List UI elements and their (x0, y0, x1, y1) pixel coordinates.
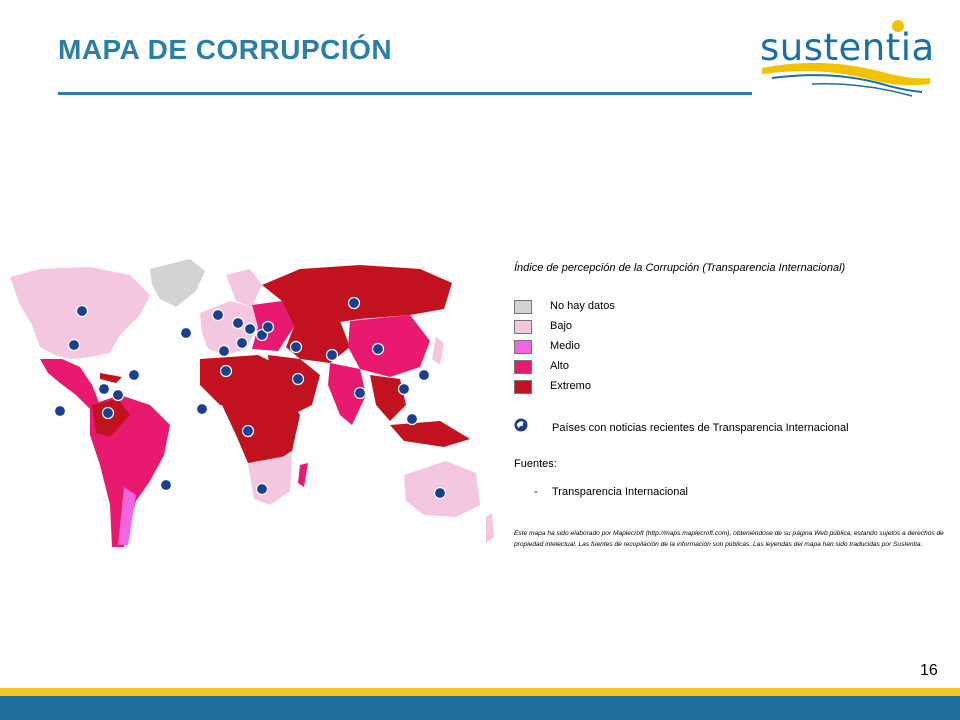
india (328, 363, 366, 425)
south-america-cone (118, 487, 136, 545)
sources-label: Fuentes: (514, 458, 557, 470)
news-markers (53, 296, 447, 500)
legend-item-no-data: No hay datos (514, 300, 714, 316)
news-marker (261, 320, 275, 334)
news-marker (75, 304, 89, 318)
news-marker (255, 328, 269, 342)
news-marker (347, 296, 361, 310)
news-marker (291, 372, 305, 386)
madagascar (298, 463, 308, 487)
news-marker (241, 424, 255, 438)
legend-swatch (514, 320, 532, 334)
page-number: 16 (920, 662, 938, 679)
news-marker (405, 412, 419, 426)
logo-text: sustentia (760, 26, 935, 69)
legend-swatch (514, 380, 532, 394)
footer-stripe-blue (0, 696, 960, 720)
world-corruption-map (10, 259, 494, 547)
news-marker (325, 348, 339, 362)
southern-africa (248, 455, 292, 505)
news-marker (243, 322, 257, 336)
indonesia (390, 421, 470, 447)
news-marker (67, 338, 81, 352)
legend-label: Extremo (550, 380, 591, 392)
legend-item-extremo: Extremo (514, 380, 714, 396)
news-marker (397, 382, 411, 396)
legend-label: Bajo (550, 320, 573, 332)
source-text: Transparencia Internacional (552, 486, 688, 498)
legend-item-alto: Alto (514, 360, 714, 376)
legend-swatch (514, 300, 532, 314)
source-item: - Transparencia Internacional (534, 486, 688, 498)
news-marker (255, 482, 269, 496)
legend-title: Índice de percepción de la Corrupción (T… (514, 262, 846, 274)
news-marker (217, 344, 231, 358)
news-marker (97, 382, 111, 396)
news-marker (195, 402, 209, 416)
china (348, 315, 430, 377)
southeast-asia (370, 375, 406, 421)
russia (262, 265, 452, 327)
news-marker (219, 364, 233, 378)
page-title: MAPA DE CORRUPCIÓN (58, 34, 393, 65)
greenland (150, 259, 205, 307)
logo-dot (892, 20, 904, 32)
news-marker (433, 486, 447, 500)
news-marker (353, 386, 367, 400)
news-marker (179, 326, 193, 340)
middle-east (268, 355, 320, 415)
legend-swatch (514, 360, 532, 374)
news-marker (53, 404, 67, 418)
news-marker (289, 340, 303, 354)
news-marker (211, 308, 225, 322)
legend-label: Alto (550, 360, 569, 372)
legend-label: Medio (550, 340, 580, 352)
globe-news-icon (514, 418, 528, 432)
new-zealand (486, 513, 494, 543)
news-marker (111, 388, 125, 402)
legend-swatch (514, 340, 532, 354)
news-marker (235, 336, 249, 350)
news-marker (417, 368, 431, 382)
news-marker (371, 342, 385, 356)
mexico-central-america (40, 359, 100, 409)
scandinavia (226, 269, 262, 307)
legend-item-medio: Medio (514, 340, 714, 356)
news-marker (159, 478, 173, 492)
caribbean (100, 373, 122, 383)
legend-label: No hay datos (550, 300, 615, 312)
news-marker (101, 406, 115, 420)
news-marker (127, 368, 141, 382)
sustentia-logo: sustentia (752, 12, 936, 104)
legend-item-news: Países con noticias recientes de Transpa… (514, 418, 954, 438)
title-underline (58, 92, 752, 95)
japan (432, 337, 444, 365)
central-africa (222, 395, 300, 465)
legend-item-bajo: Bajo (514, 320, 714, 336)
footer-stripe-yellow (0, 688, 960, 696)
news-marker (231, 316, 245, 330)
map-credit-note: Este mapa ha sido elaborado por Maplecro… (514, 530, 944, 548)
logo-swoosh (762, 62, 930, 97)
news-label: Países con noticias recientes de Transpa… (552, 422, 849, 434)
